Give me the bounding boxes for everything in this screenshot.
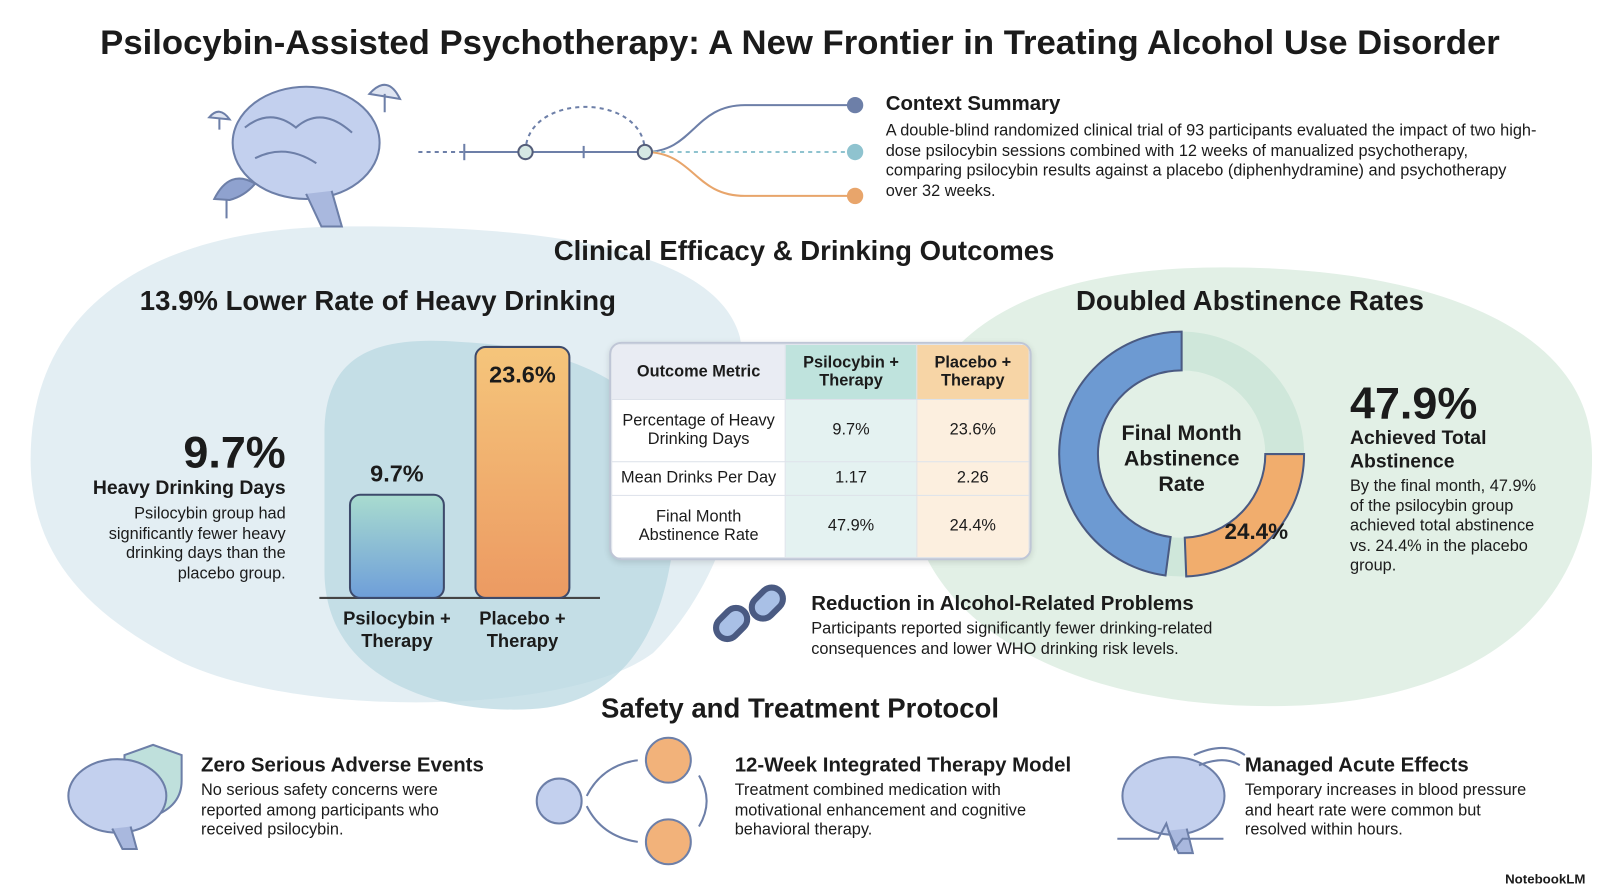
heavy-drinking-stat: 9.7% [183,427,286,478]
reduction-heading: Reduction in Alcohol-Related Problems [811,592,1194,616]
table-header: Placebo + Therapy [916,343,1030,400]
heavy-drinking-heading: 13.9% Lower Rate of Heavy Drinking [139,285,616,317]
table-header: Psilocybin + Therapy [785,343,918,400]
item-title: Managed Acute Effects [1244,754,1469,777]
bar-category-label: Placebo + Therapy [479,608,566,651]
table: Outcome Metric Psilocybin + Therapy Placeb… [611,343,1030,559]
table-cell: 47.9% [785,495,918,559]
bar-chart [348,345,571,599]
abstinence-stat: 47.9% [1349,378,1478,429]
heavy-drinking-text: Psilocybin group had significantly fewer… [108,505,286,583]
heavy-drinking-stat-label: Heavy Drinking Days [92,477,286,499]
bar [474,345,571,599]
section-heading: Clinical Efficacy & Drinking Outcomes [553,235,1055,267]
page-title: Psilocybin-Assisted Psychotherapy: A New… [100,23,1500,63]
timeline-graphic [418,96,864,205]
item-title: 12-Week Integrated Therapy Model [734,754,1072,777]
table-cell: 24.4% [916,495,1030,559]
table-cell: 2.26 [916,460,1030,497]
donut-value-label: 24.4% [1224,518,1289,544]
brain-heart-icon [1117,746,1246,855]
bar-value-label: 23.6% [489,361,556,388]
item-text: No serious safety concerns were reported… [201,781,439,839]
footer: NotebookLM [1505,871,1586,887]
table-cell: Percentage of Heavy Drinking Days [611,398,787,462]
context-text: A double-blind randomized clinical trial… [885,122,1537,200]
table-cell: 23.6% [916,398,1030,462]
bar [348,493,445,599]
bar-category-label: Psilocybin + Therapy [343,608,451,651]
chain-icon [713,584,786,643]
table-cell: 1.17 [785,460,918,497]
table-cell: 9.7% [785,398,918,462]
donut-center-label: Final Month Abstinence Rate [1121,421,1242,497]
item-text: Treatment combined medication with motiv… [734,781,1027,839]
abstinence-heading: Doubled Abstinence Rates [1075,285,1425,317]
abstinence-text: By the final month, 47.9% of the psilocy… [1349,477,1537,575]
table-header: Outcome Metric [611,343,787,400]
donut-segment [1058,330,1183,577]
table-cell: Final Month Abstinence Rate [611,495,787,559]
therapy-cycle-icon [535,736,708,866]
donut-segment [1183,453,1306,578]
item-text: Temporary increases in blood pressure an… [1244,781,1527,839]
abstinence-stat-label: Achieved Total Abstinence [1349,427,1487,473]
bar-value-label: 9.7% [370,460,424,487]
context-heading: Context Summary [885,92,1061,116]
brain-illustration [207,83,402,228]
safety-heading: Safety and Treatment Protocol [600,692,1000,724]
shield-brain-icon [67,743,183,850]
table-cell: Mean Drinks Per Day [611,460,787,497]
item-title: Zero Serious Adverse Events [201,754,484,777]
donut-chart [1058,330,1306,578]
outcomes-table: Outcome Metric Psilocybin + Therapy Placeb… [609,341,1032,561]
blob-right [908,267,1593,707]
reduction-text: Participants reported significantly fewe… [811,620,1213,658]
